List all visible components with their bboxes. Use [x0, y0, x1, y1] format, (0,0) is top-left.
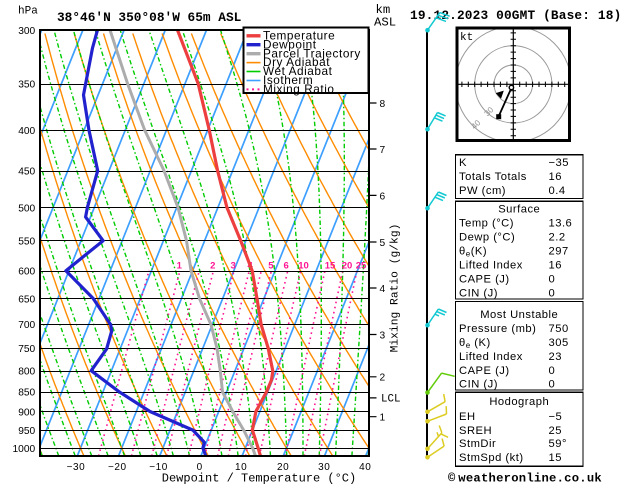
svg-text:ASL: ASL: [374, 15, 396, 29]
svg-text:40: 40: [359, 462, 371, 473]
svg-text:LCL: LCL: [381, 394, 400, 406]
svg-text:2.2: 2.2: [549, 231, 566, 243]
svg-text:700: 700: [18, 320, 35, 331]
svg-text:PW (cm): PW (cm): [459, 185, 506, 197]
svg-text:450: 450: [18, 167, 35, 178]
svg-text:8: 8: [380, 99, 386, 110]
svg-text:Dewp (°C): Dewp (°C): [459, 231, 515, 243]
svg-text:CAPE (J): CAPE (J): [459, 273, 510, 285]
svg-text:−30: −30: [67, 462, 86, 473]
svg-text:0.4: 0.4: [549, 185, 566, 197]
svg-text:7: 7: [380, 145, 386, 156]
svg-text:0: 0: [549, 365, 556, 377]
svg-text:5: 5: [268, 261, 274, 272]
svg-text:CAPE (J): CAPE (J): [459, 365, 510, 377]
svg-text:16: 16: [549, 259, 562, 271]
svg-text:850: 850: [18, 388, 35, 399]
svg-text:Lifted Index: Lifted Index: [459, 259, 523, 271]
svg-text:Lifted Index: Lifted Index: [459, 351, 523, 363]
svg-text:−35: −35: [549, 157, 569, 169]
svg-text:0: 0: [549, 379, 556, 391]
svg-text:StmDir: StmDir: [459, 438, 496, 450]
svg-text:750: 750: [549, 323, 569, 335]
svg-text:StmSpd (kt): StmSpd (kt): [459, 452, 524, 464]
svg-text:−20: −20: [108, 462, 127, 473]
svg-text:1: 1: [380, 413, 386, 424]
svg-text:θe(K): θe(K): [459, 245, 487, 258]
svg-text:5: 5: [380, 238, 386, 249]
svg-text:EH: EH: [459, 411, 476, 423]
svg-text:Dewpoint / Temperature (°C): Dewpoint / Temperature (°C): [162, 471, 356, 485]
svg-text:650: 650: [18, 294, 35, 305]
svg-text:0: 0: [549, 287, 556, 299]
svg-text:Mixing Ratio: Mixing Ratio: [263, 82, 335, 96]
svg-text:1000: 1000: [13, 444, 36, 455]
svg-text:400: 400: [18, 126, 35, 137]
svg-text:305: 305: [549, 337, 569, 349]
svg-text:20: 20: [342, 261, 353, 272]
svg-text:25: 25: [356, 261, 367, 272]
svg-text:kt: kt: [460, 32, 473, 44]
svg-text:900: 900: [18, 407, 35, 418]
svg-text:3: 3: [380, 330, 386, 341]
svg-text:800: 800: [18, 366, 35, 377]
svg-text:Surface: Surface: [498, 203, 540, 215]
svg-text:950: 950: [18, 426, 35, 437]
svg-text:750: 750: [18, 344, 35, 355]
svg-text:Temp (°C): Temp (°C): [459, 217, 514, 229]
svg-text:K: K: [459, 157, 467, 169]
svg-text:25: 25: [549, 425, 562, 437]
svg-text:6: 6: [380, 191, 386, 202]
svg-text:Most Unstable: Most Unstable: [480, 309, 558, 321]
svg-text:Totals Totals: Totals Totals: [459, 171, 527, 183]
svg-text:15: 15: [549, 452, 562, 464]
svg-text:© weatheronline.co.uk: © weatheronline.co.uk: [448, 471, 602, 485]
svg-text:10: 10: [298, 261, 309, 272]
svg-text:23: 23: [549, 351, 562, 363]
svg-text:3: 3: [230, 261, 235, 272]
svg-text:SREH: SREH: [459, 425, 492, 437]
svg-text:2: 2: [380, 373, 386, 384]
svg-text:2: 2: [210, 261, 215, 272]
svg-text:hPa: hPa: [18, 6, 38, 18]
svg-text:13.6: 13.6: [549, 217, 573, 229]
svg-text:550: 550: [18, 236, 35, 247]
svg-text:15: 15: [325, 261, 336, 272]
svg-text:297: 297: [549, 245, 569, 257]
svg-text:300: 300: [18, 26, 35, 37]
svg-text:500: 500: [18, 203, 35, 214]
svg-text:CIN (J): CIN (J): [459, 287, 498, 299]
svg-text:θe (K): θe (K): [459, 337, 491, 350]
svg-text:CIN (J): CIN (J): [459, 379, 498, 391]
svg-text:4: 4: [380, 284, 386, 295]
svg-text:350: 350: [18, 79, 35, 90]
svg-text:16: 16: [549, 171, 562, 183]
svg-text:600: 600: [18, 267, 35, 278]
svg-text:Hodograph: Hodograph: [489, 396, 549, 408]
svg-text:38°46'N 350°08'W 65m ASL: 38°46'N 350°08'W 65m ASL: [57, 10, 242, 25]
svg-text:1: 1: [177, 261, 183, 272]
svg-text:−5: −5: [549, 411, 563, 423]
svg-text:Mixing Ratio (g/kg): Mixing Ratio (g/kg): [390, 224, 402, 353]
svg-text:6: 6: [284, 261, 289, 272]
svg-text:0: 0: [549, 273, 556, 285]
svg-text:Pressure (mb): Pressure (mb): [459, 323, 536, 335]
svg-text:59°: 59°: [549, 438, 567, 450]
